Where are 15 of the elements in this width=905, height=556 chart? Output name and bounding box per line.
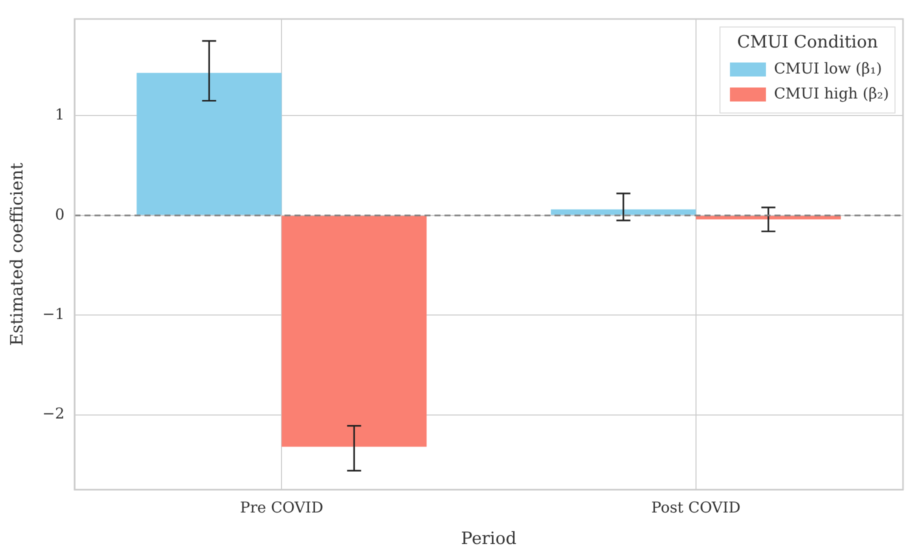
x-tick-label: Post COVID [651, 498, 741, 516]
x-axis-title: Period [461, 529, 517, 550]
y-tick-label: 1 [54, 106, 65, 124]
bar [282, 216, 427, 447]
x-tick-label: Pre COVID [240, 498, 324, 516]
y-tick-label: −2 [42, 404, 65, 423]
bar [550, 209, 696, 215]
y-tick-label: −1 [42, 305, 65, 324]
y-axis-title: Estimated coefficient [8, 162, 28, 346]
legend-title: CMUI Condition [737, 32, 878, 52]
y-tick-label: 0 [54, 205, 65, 224]
bar [696, 216, 841, 220]
legend-label: CMUI low (β₁) [774, 59, 882, 78]
bar [136, 72, 282, 215]
legend-label: CMUI high (β₂) [774, 84, 890, 102]
